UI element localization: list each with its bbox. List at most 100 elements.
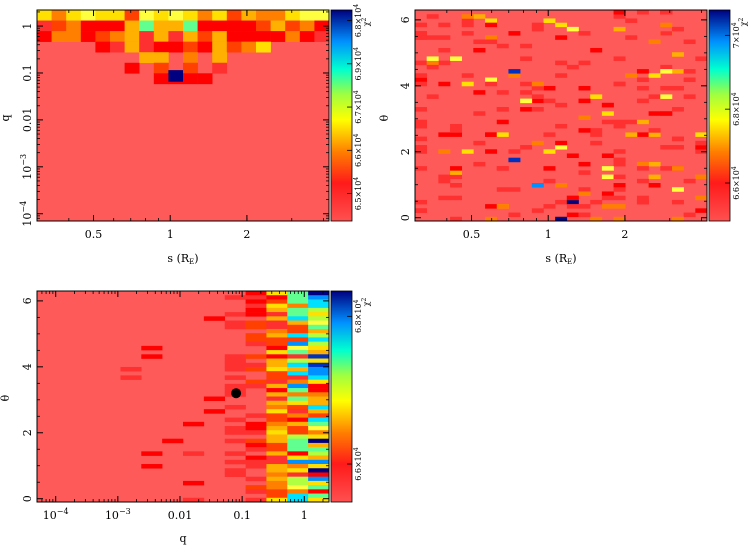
heatmap-cell <box>139 41 155 53</box>
heatmap-cell <box>308 404 330 410</box>
heatmap-cell <box>566 64 579 70</box>
heatmap-cell <box>287 421 309 427</box>
heatmap-cell <box>308 295 330 300</box>
heatmap-cell <box>426 14 439 19</box>
heatmap-cell <box>543 132 556 137</box>
heatmap-cell <box>415 208 427 213</box>
best-fit-marker <box>231 388 242 399</box>
heatmap-cell <box>426 94 439 99</box>
heatmap-cell <box>266 388 288 393</box>
panel-s-q-colorbar-ticks: 6.8×104 6.9×104 6.7×104 6.6×104 6.5×104 <box>347 4 363 210</box>
heatmap-cell <box>683 178 696 184</box>
heatmap-cell <box>245 337 267 342</box>
heatmap-cell <box>183 497 205 503</box>
y-tick-label: 6 <box>21 297 34 304</box>
heatmap-cell <box>601 204 614 209</box>
heatmap-cell <box>671 136 684 142</box>
heatmap-cell <box>415 199 427 205</box>
y-tick-label: 0.01 <box>21 108 34 132</box>
heatmap-cell <box>613 161 626 167</box>
heatmap-cell <box>683 39 696 45</box>
heatmap-cell <box>508 69 521 74</box>
heatmap-cell <box>245 497 267 503</box>
colorbar-tick-label: 6.7×104 <box>353 90 363 124</box>
heatmap-cell <box>266 459 288 465</box>
heatmap-cell <box>601 191 614 196</box>
heatmap-cell <box>461 31 474 36</box>
heatmap-cell <box>496 166 509 171</box>
heatmap-cell <box>308 426 330 431</box>
heatmap-cell <box>226 20 242 32</box>
heatmap-cell <box>496 43 509 49</box>
heatmap-cell <box>120 375 142 380</box>
heatmap-cell <box>308 388 330 393</box>
heatmap-cell <box>197 10 213 21</box>
heatmap-cell <box>287 383 309 389</box>
heatmap-cell <box>660 111 673 116</box>
heatmap-cell <box>308 442 330 448</box>
heatmap-cell <box>287 337 309 342</box>
heatmap-cell <box>287 388 309 393</box>
heatmap-cell <box>415 123 427 129</box>
heatmap-cell <box>660 85 673 91</box>
heatmap-cell <box>485 18 498 23</box>
heatmap-cell <box>566 26 579 32</box>
heatmap-cell <box>245 320 267 326</box>
heatmap-cell <box>461 18 474 23</box>
heatmap-cell <box>508 187 521 192</box>
heatmap-cell <box>648 161 661 167</box>
heatmap-cell <box>224 366 246 372</box>
heatmap-cell <box>636 195 649 201</box>
heatmap-cell <box>256 31 271 42</box>
heatmap-cell <box>266 341 288 347</box>
heatmap-cell <box>266 409 288 414</box>
heatmap-cell <box>314 31 330 42</box>
heatmap-cell <box>314 20 330 32</box>
panel-q-theta-frame <box>36 290 330 503</box>
heatmap-cell <box>555 102 568 108</box>
heatmap-cell <box>183 41 198 53</box>
heatmap-cell <box>636 98 649 104</box>
heatmap-cell <box>648 94 661 99</box>
heatmap-cell <box>110 41 125 53</box>
heatmap-cell <box>648 111 661 116</box>
heatmap-cell <box>266 489 288 494</box>
y-tick-label: 4 <box>21 363 34 370</box>
heatmap-cell <box>438 132 451 137</box>
heatmap-cell <box>308 421 330 427</box>
x-tick-label: 2 <box>621 228 628 241</box>
heatmap-cell <box>531 94 544 99</box>
heatmap-cell <box>578 31 591 36</box>
heatmap-cell <box>450 123 463 129</box>
heatmap-cell <box>601 153 614 158</box>
heatmap-cell <box>287 472 309 477</box>
heatmap-cell <box>660 145 673 150</box>
heatmap-cell <box>308 493 330 499</box>
heatmap-cell <box>124 41 140 53</box>
heatmap-cell <box>110 10 125 21</box>
heatmap-cell <box>139 31 155 42</box>
heatmap-cell <box>648 183 661 188</box>
y-tick-label: 10−3 <box>19 154 34 180</box>
y-tick-label: 6 <box>399 16 412 23</box>
heatmap-cell <box>438 60 451 66</box>
heatmap-cell <box>426 56 439 61</box>
panel-s-theta-colorbar <box>708 9 731 222</box>
heatmap-cell <box>266 493 288 499</box>
heatmap-cell <box>266 299 288 304</box>
heatmap-cell <box>224 383 246 389</box>
heatmap-cell <box>266 312 288 317</box>
colorbar-tick-label: 7×104 <box>731 22 741 48</box>
heatmap-cell <box>415 119 427 125</box>
heatmap-cell <box>695 56 708 61</box>
heatmap-cell <box>308 375 330 380</box>
heatmap-cell <box>636 10 649 15</box>
heatmap-cell <box>183 31 198 42</box>
panel-s-theta-axes: 0.5 1 2 0 2 4 6 <box>399 10 707 241</box>
heatmap-cell <box>287 307 309 313</box>
heatmap-cell <box>308 417 330 423</box>
heatmap-cell <box>66 20 82 32</box>
heatmap-cell <box>520 43 533 49</box>
heatmap-cell <box>141 451 163 456</box>
heatmap-cell <box>141 354 163 359</box>
